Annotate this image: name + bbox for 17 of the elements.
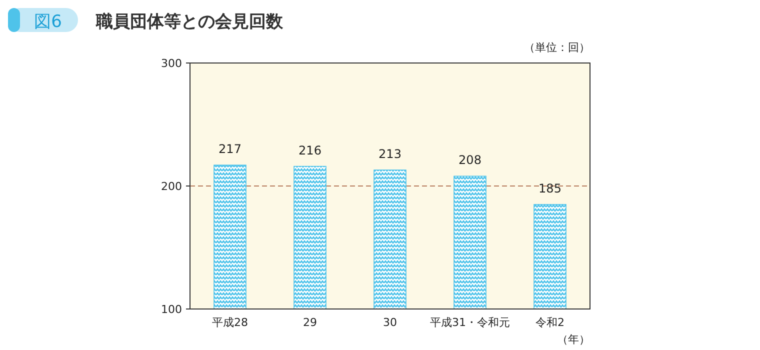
data-label: 185: [538, 181, 562, 196]
y-tick-label: 200: [161, 180, 182, 193]
x-tick-label: 30: [383, 316, 397, 329]
x-tick-label: 平成31・令和元: [430, 316, 510, 329]
y-tick-label: 100: [161, 303, 182, 316]
caption: 図6: [34, 12, 62, 32]
data-label: 208: [458, 153, 482, 168]
y-tick-label: 300: [161, 57, 182, 70]
data-label: 217: [218, 142, 242, 156]
x-tick-label: 令和2: [536, 316, 564, 329]
text: （単位：回）: [524, 41, 590, 54]
data-label: 213: [378, 147, 402, 162]
text: （年）: [557, 333, 590, 346]
x-tick-label: 平成28: [212, 316, 248, 329]
data-label: 216: [298, 143, 322, 158]
chart-title: 職員団体等との会見回数: [95, 12, 284, 32]
x-tick-label: 29: [303, 316, 317, 329]
